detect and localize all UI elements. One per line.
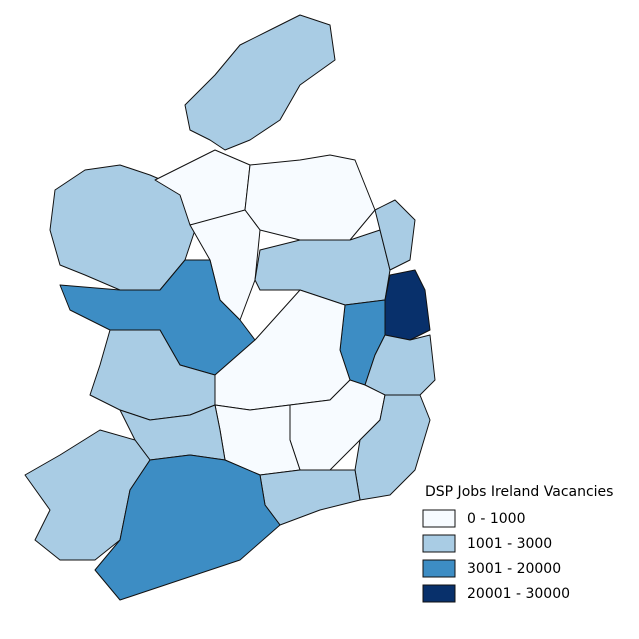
legend-label: 20001 - 30000 xyxy=(467,586,570,602)
county xyxy=(384,269,431,341)
county xyxy=(374,199,416,271)
county xyxy=(254,229,391,306)
county xyxy=(259,469,361,526)
legend-title: DSP Jobs Ireland Vacancies xyxy=(425,484,613,500)
legend-swatch xyxy=(422,509,456,528)
legend-label: 3001 - 20000 xyxy=(467,561,561,577)
counties xyxy=(24,14,436,601)
legend: DSP Jobs Ireland Vacancies 0 - 1000 1001 … xyxy=(422,484,613,603)
county xyxy=(184,14,336,151)
legend-swatch xyxy=(422,584,456,603)
legend-label: 0 - 1000 xyxy=(467,511,526,527)
county xyxy=(244,154,376,241)
legend-label: 1001 - 3000 xyxy=(467,536,552,552)
county xyxy=(354,394,431,501)
legend-swatch xyxy=(422,534,456,553)
legend-swatch xyxy=(422,559,456,578)
county xyxy=(94,454,281,601)
